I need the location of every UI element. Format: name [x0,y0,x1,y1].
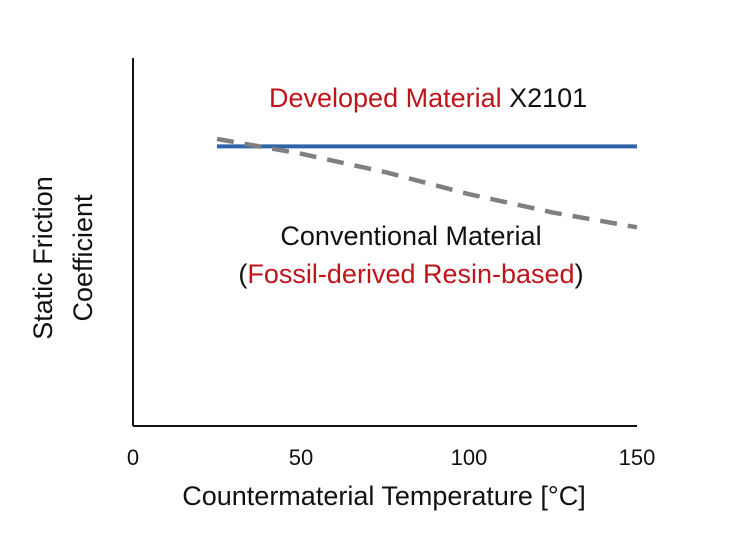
developed-material-label-red: Developed Material [269,83,502,113]
developed-material-label: Developed Material X2101 [269,83,587,113]
x-tick-label-0: 0 [127,445,139,470]
x-axis-title: Countermaterial Temperature [°C] [182,481,585,511]
conventional-material-label: Conventional Material [280,221,541,251]
conventional-material-sublabel: (Fossil-derived Resin-based) [238,259,583,289]
conventional-material-line [216,136,638,230]
conventional-sublabel-open-paren: ( [238,259,247,289]
conventional-sublabel-red: Fossil-derived Resin-based [247,259,574,289]
y-axis-title-line1: Static Friction [28,176,58,340]
x-tick-label-150: 150 [619,445,656,470]
developed-material-label-code: X2101 [502,83,588,113]
series-group [216,136,638,230]
x-tick-labels: 0 50 100 150 [127,445,655,470]
y-axis-title: Static Friction Coefficient [28,176,98,340]
y-axis-title-line2: Coefficient [68,194,98,322]
conventional-sublabel-close-paren: ) [575,259,584,289]
x-tick-label-100: 100 [451,445,488,470]
x-tick-label-50: 50 [289,445,313,470]
